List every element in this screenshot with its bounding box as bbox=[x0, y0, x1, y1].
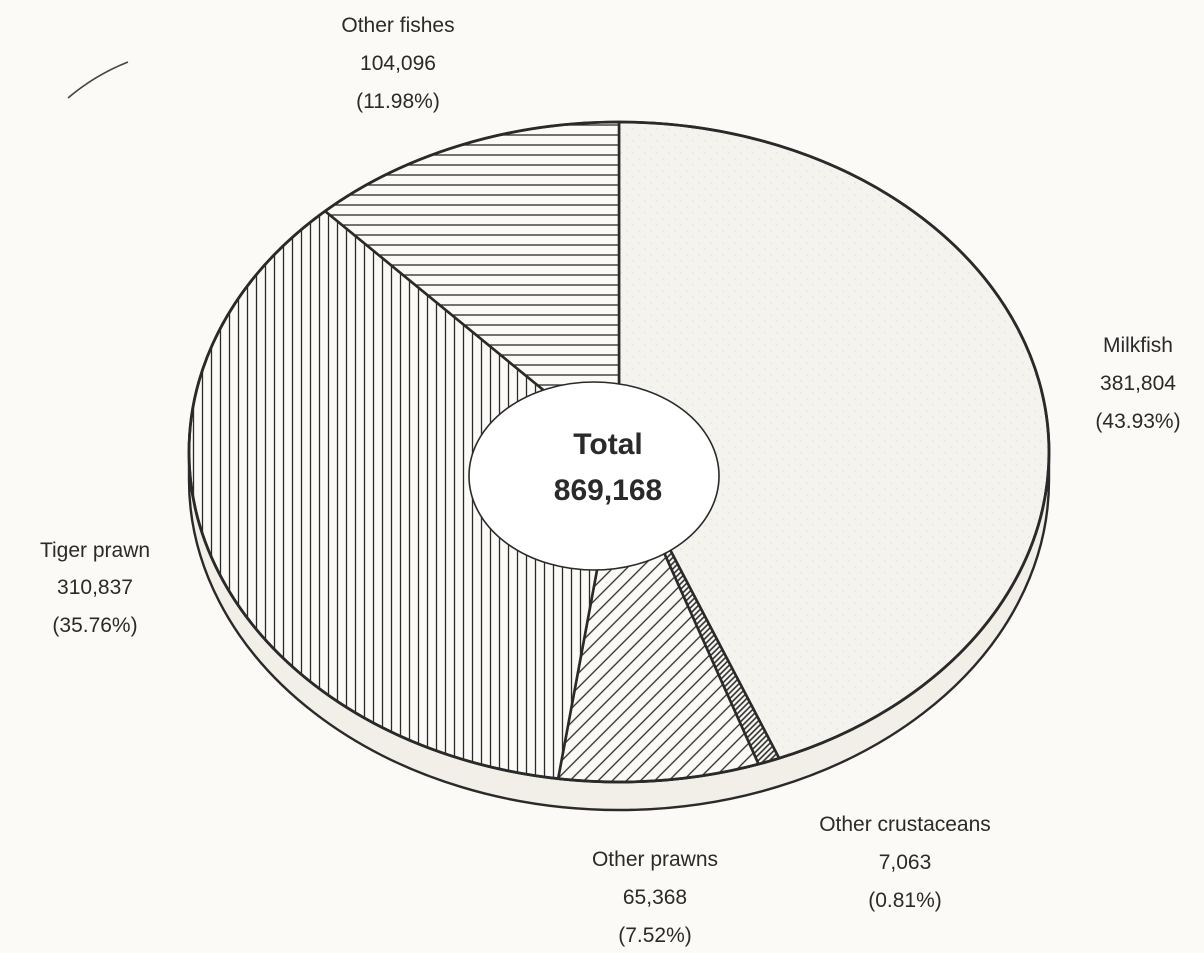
slice-label-tiger-prawn: Tiger prawn 310,837 (35.76%) bbox=[40, 539, 150, 637]
slice-percent: (11.98%) bbox=[356, 90, 440, 113]
total-ellipse bbox=[468, 381, 720, 571]
slice-name: Other crustaceans bbox=[819, 813, 991, 836]
total-label: Total bbox=[573, 428, 642, 461]
slice-value: 7,063 bbox=[879, 851, 932, 874]
slice-value: 381,804 bbox=[1100, 372, 1176, 395]
slice-label-other-fishes: Other fishes 104,096 (11.98%) bbox=[341, 14, 454, 113]
slice-percent: (43.93%) bbox=[1095, 410, 1180, 433]
slice-name: Tiger prawn bbox=[40, 539, 150, 562]
pie-slices bbox=[187, 120, 1051, 812]
pencil-stroke-mark bbox=[67, 61, 129, 99]
slice-percent: (35.76%) bbox=[52, 614, 137, 637]
slice-label-milkfish: Milkfish 381,804 (43.93%) bbox=[1095, 334, 1180, 433]
slice-value: 310,837 bbox=[57, 576, 133, 599]
slice-label-other-prawns: Other prawns 65,368 (7.52%) bbox=[592, 848, 718, 947]
slice-name: Milkfish bbox=[1103, 334, 1173, 357]
total-badge: Total 869,168 bbox=[468, 381, 720, 571]
slice-percent: (7.52%) bbox=[618, 924, 692, 947]
slice-percent: (0.81%) bbox=[868, 889, 942, 912]
pie-rim bbox=[187, 120, 1051, 784]
slice-value: 104,096 bbox=[360, 52, 436, 75]
total-value: 869,168 bbox=[554, 474, 662, 507]
slice-name: Other prawns bbox=[592, 848, 718, 871]
slice-name: Other fishes bbox=[341, 14, 454, 37]
slice-label-other-crustaceans: Other crustaceans 7,063 (0.81%) bbox=[819, 813, 991, 912]
slice-value: 65,368 bbox=[623, 886, 687, 909]
